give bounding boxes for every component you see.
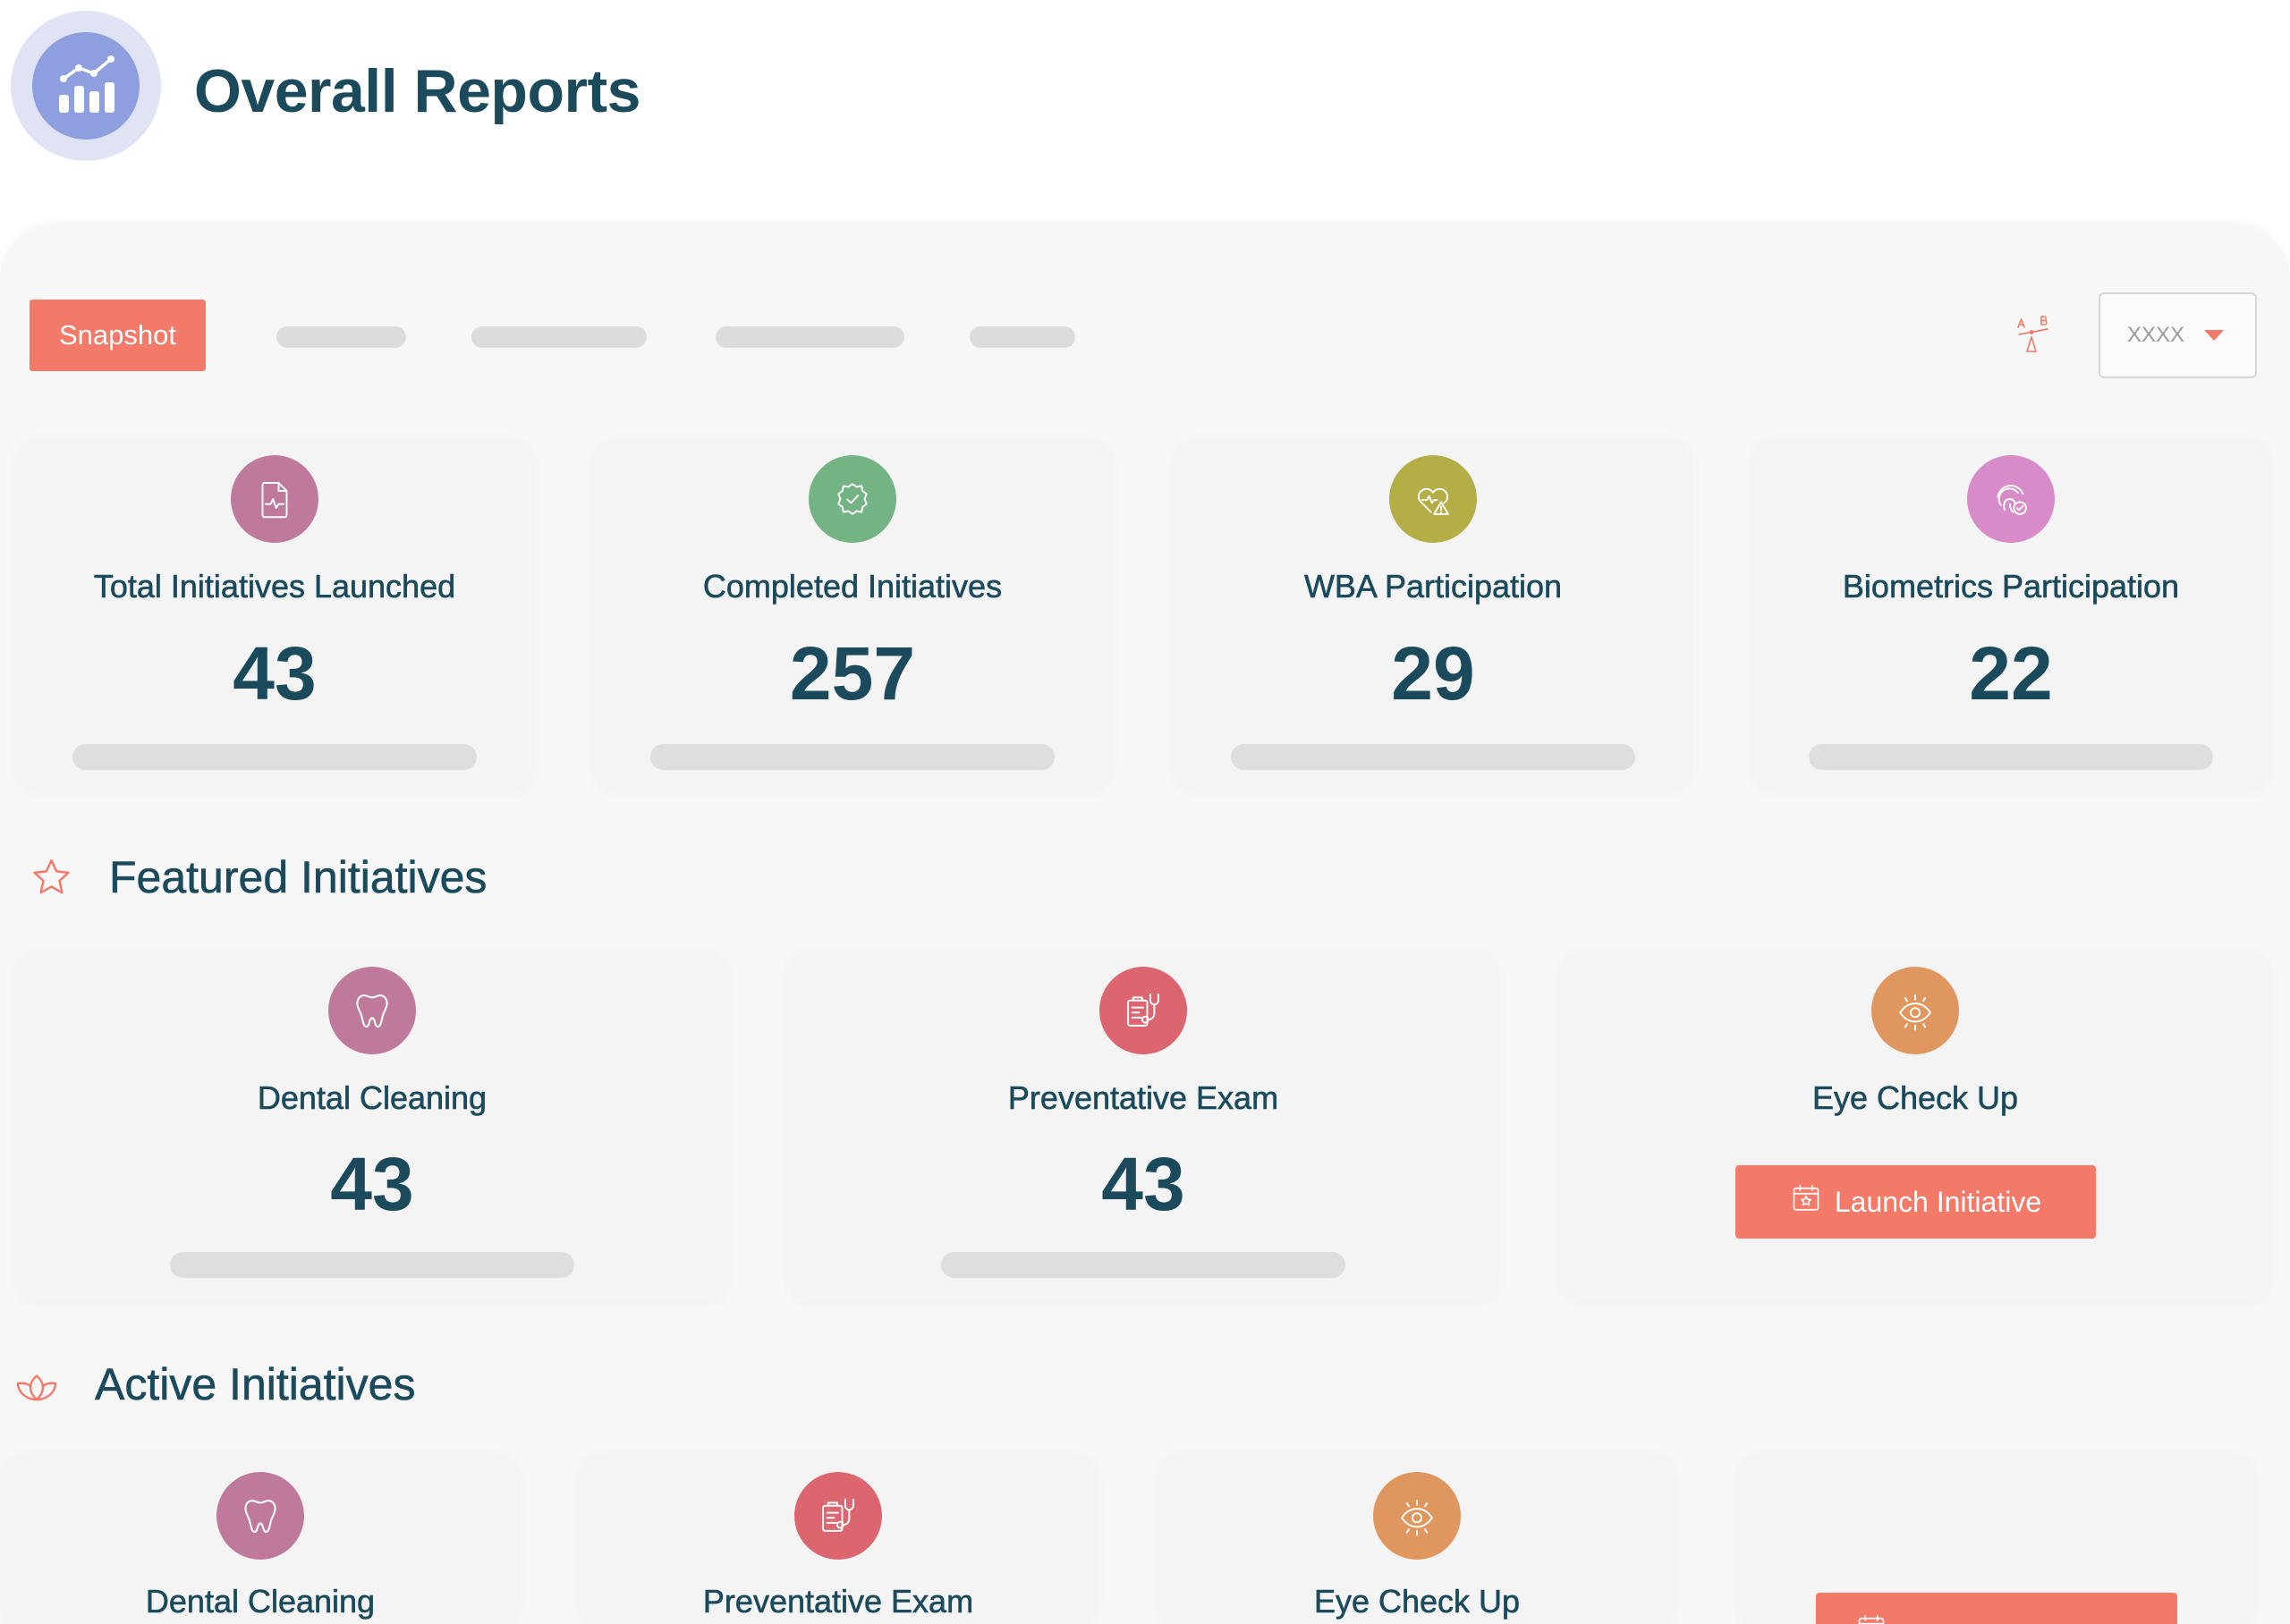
reports-panel: Snapshot XXXX Total Initiatives Launched… bbox=[0, 224, 2290, 1624]
tab-placeholder[interactable] bbox=[716, 326, 904, 348]
skeleton-placeholder bbox=[1231, 744, 1635, 770]
calendar-star-icon bbox=[1790, 1182, 1822, 1222]
skeleton-placeholder bbox=[72, 744, 477, 770]
active-card-preventative-exam[interactable]: Preventative Exam bbox=[581, 1456, 1096, 1624]
stat-value: 257 bbox=[789, 631, 916, 715]
stat-label: Total Initiatives Launched bbox=[93, 568, 456, 605]
active-card-dental-cleaning[interactable]: Dental Cleaning bbox=[3, 1456, 518, 1624]
initiative-label: Dental Cleaning bbox=[145, 1583, 376, 1620]
lotus-icon bbox=[14, 1366, 58, 1405]
page-title: Overall Reports bbox=[194, 57, 640, 125]
star-icon bbox=[30, 856, 73, 900]
tooth-icon bbox=[216, 1472, 304, 1560]
period-select[interactable]: XXXX bbox=[2099, 292, 2257, 378]
tooth-icon bbox=[328, 967, 416, 1054]
active-card-launch[interactable] bbox=[1739, 1456, 2254, 1624]
initiative-label: Preventative Exam bbox=[702, 1583, 974, 1620]
tab-snapshot[interactable]: Snapshot bbox=[30, 300, 206, 371]
ab-balance-icon[interactable] bbox=[2015, 316, 2051, 353]
caret-down-icon bbox=[2204, 330, 2224, 341]
featured-card-eye-check-up[interactable]: Eye Check Up Launch Initiative bbox=[1561, 952, 2269, 1299]
clipboard-stethoscope-icon bbox=[794, 1472, 882, 1560]
stat-card-wba-participation: WBA Participation 29 bbox=[1175, 441, 1691, 789]
initiative-label: Eye Check Up bbox=[1313, 1583, 1521, 1620]
stat-label: Completed Initiatives bbox=[702, 568, 1003, 605]
badge-check-icon bbox=[809, 455, 896, 543]
tab-placeholder[interactable] bbox=[471, 326, 647, 348]
featured-card-preventative-exam[interactable]: Preventative Exam 43 bbox=[789, 952, 1497, 1299]
stat-card-total-initiatives: Total Initiatives Launched 43 bbox=[17, 441, 532, 789]
stat-label: WBA Participation bbox=[1303, 568, 1563, 605]
period-select-value: XXXX bbox=[2127, 323, 2185, 347]
skeleton-placeholder bbox=[170, 1252, 574, 1278]
clipboard-stethoscope-icon bbox=[1099, 967, 1187, 1054]
stat-label: Biometrics Participation bbox=[1842, 568, 2180, 605]
stat-value: 22 bbox=[1969, 631, 2053, 715]
initiative-value: 43 bbox=[1101, 1142, 1185, 1226]
stat-value: 29 bbox=[1391, 631, 1475, 715]
fingerprint-check-icon bbox=[1967, 455, 2055, 543]
skeleton-placeholder bbox=[941, 1252, 1345, 1278]
launch-initiative-button[interactable] bbox=[1816, 1593, 2177, 1624]
launch-initiative-button[interactable]: Launch Initiative bbox=[1735, 1165, 2096, 1239]
initiative-label: Preventative Exam bbox=[1007, 1079, 1279, 1117]
bar-chart-icon bbox=[32, 32, 140, 140]
eye-icon bbox=[1871, 967, 1959, 1054]
eye-icon bbox=[1373, 1472, 1461, 1560]
featured-section-title: Featured Initiatives bbox=[109, 852, 488, 903]
stat-value: 43 bbox=[233, 631, 317, 715]
initiative-label: Eye Check Up bbox=[1811, 1079, 2019, 1117]
featured-card-dental-cleaning[interactable]: Dental Cleaning 43 bbox=[18, 952, 726, 1299]
launch-initiative-label: Launch Initiative bbox=[1834, 1185, 2042, 1218]
calendar-star-icon bbox=[1855, 1612, 1887, 1624]
tab-placeholder[interactable] bbox=[276, 326, 406, 348]
active-section-title: Active Initiatives bbox=[95, 1359, 416, 1410]
active-card-eye-check-up[interactable]: Eye Check Up bbox=[1159, 1456, 1675, 1624]
tab-placeholder[interactable] bbox=[970, 326, 1075, 348]
stat-card-completed-initiatives: Completed Initiatives 257 bbox=[595, 441, 1110, 789]
reports-logo bbox=[11, 11, 161, 161]
heart-warning-icon bbox=[1389, 455, 1477, 543]
stat-card-biometrics-participation: Biometrics Participation 22 bbox=[1753, 441, 2269, 789]
initiative-label: Dental Cleaning bbox=[257, 1079, 488, 1117]
document-pulse-icon bbox=[231, 455, 318, 543]
initiative-value: 43 bbox=[330, 1142, 414, 1226]
skeleton-placeholder bbox=[1809, 744, 2213, 770]
skeleton-placeholder bbox=[650, 744, 1055, 770]
